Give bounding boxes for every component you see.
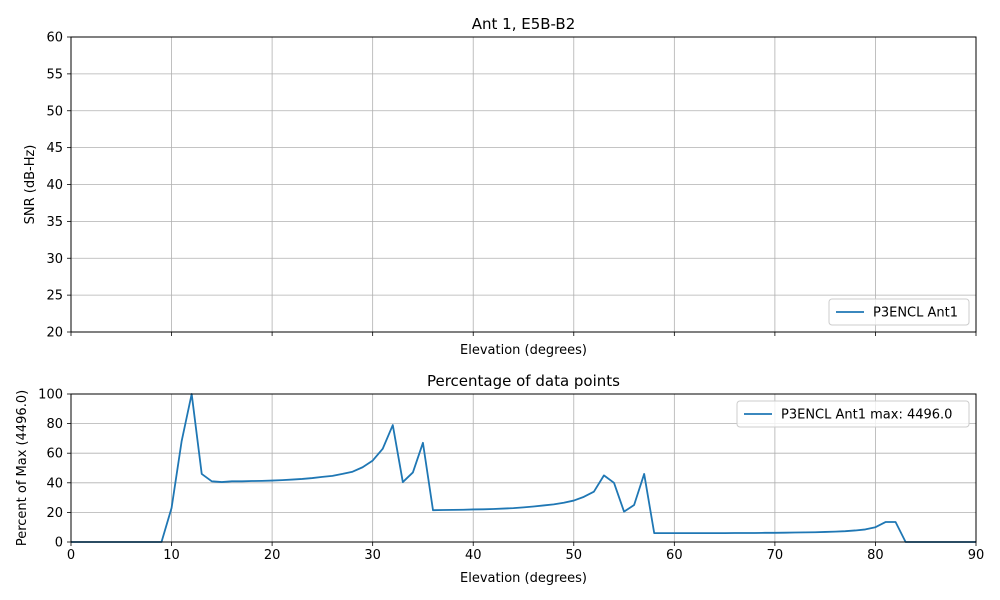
snr-y-tick-label: 50: [46, 104, 63, 119]
percentage-y-tick-label: 20: [46, 506, 63, 521]
percentage-x-tick-label: 90: [968, 548, 985, 563]
percentage-x-tick-label: 40: [465, 548, 482, 563]
percentage-axes-frame: [70, 393, 977, 543]
snr-chart-title: Ant 1, E5B-B2: [472, 15, 576, 33]
percentage-y-axis-label: Percent of Max (4496.0): [15, 390, 30, 546]
snr-y-ticks: 20 25 30 35 40 45 50 55 60: [46, 31, 71, 341]
percentage-x-tick-label: 80: [867, 548, 884, 563]
snr-y-axis-label: SNR (dB-Hz): [23, 145, 38, 225]
snr-y-tick-label: 40: [46, 178, 63, 193]
snr-y-tick-label: 55: [46, 67, 63, 82]
percentage-legend-box: [736, 400, 970, 428]
percentage-x-tick-label: 20: [264, 548, 281, 563]
snr-x-axis-label: Elevation (degrees): [460, 343, 587, 358]
percentage-y-tick-label: 0: [55, 536, 63, 551]
snr-y-tick-label: 20: [46, 326, 63, 341]
snr-y-tick-label: 35: [46, 215, 63, 230]
snr-y-tick-label: 25: [46, 289, 63, 304]
percentage-x-tick-label: 10: [163, 548, 180, 563]
percentage-x-ticks: 0 10 20 30 40 50 60 70 80 90: [67, 542, 984, 563]
snr-chart-panel: 20 25 30 35 40 45 50 55 60 Ant 1, E5B-B2 Elevati…: [23, 15, 977, 358]
percentage-x-tick-label: 70: [767, 548, 784, 563]
percentage-x-tick-label: 0: [67, 548, 75, 563]
snr-x-ticks: [70, 332, 977, 336]
percentage-y-ticks: 0 20 40 60 80 100: [38, 388, 71, 551]
snr-legend: P3ENCL Ant1: [828, 298, 970, 326]
percentage-x-tick-label: 50: [566, 548, 583, 563]
percentage-x-tick-label: 60: [666, 548, 683, 563]
percentage-x-tick-label: 30: [364, 548, 381, 563]
percentage-chart-panel: 0 10 20 30 40 50 60 70 80 90 0 20 40 60 80 100 Percent…: [15, 372, 984, 586]
snr-legend-label: P3ENCL Ant1: [873, 306, 958, 321]
snr-y-tick-label: 60: [46, 31, 63, 46]
percentage-x-axis-label: Elevation (degrees): [460, 571, 587, 586]
percentage-y-tick-label: 80: [46, 417, 63, 432]
percentage-chart-title: Percentage of data points: [427, 372, 620, 390]
percentage-y-tick-label: 60: [46, 447, 63, 462]
snr-legend-box: [828, 298, 970, 326]
percentage-series-line: [71, 393, 976, 543]
snr-y-tick-label: 45: [46, 141, 63, 156]
percentage-plot-area: [71, 393, 976, 543]
percentage-y-tick-label: 40: [46, 476, 63, 491]
percentage-y-tick-label: 100: [38, 388, 63, 403]
percentage-legend-label: P3ENCL Ant1 max: 4496.0: [781, 408, 952, 423]
percentage-legend: P3ENCL Ant1 max: 4496.0: [736, 400, 970, 428]
snr-y-tick-label: 30: [46, 252, 63, 267]
